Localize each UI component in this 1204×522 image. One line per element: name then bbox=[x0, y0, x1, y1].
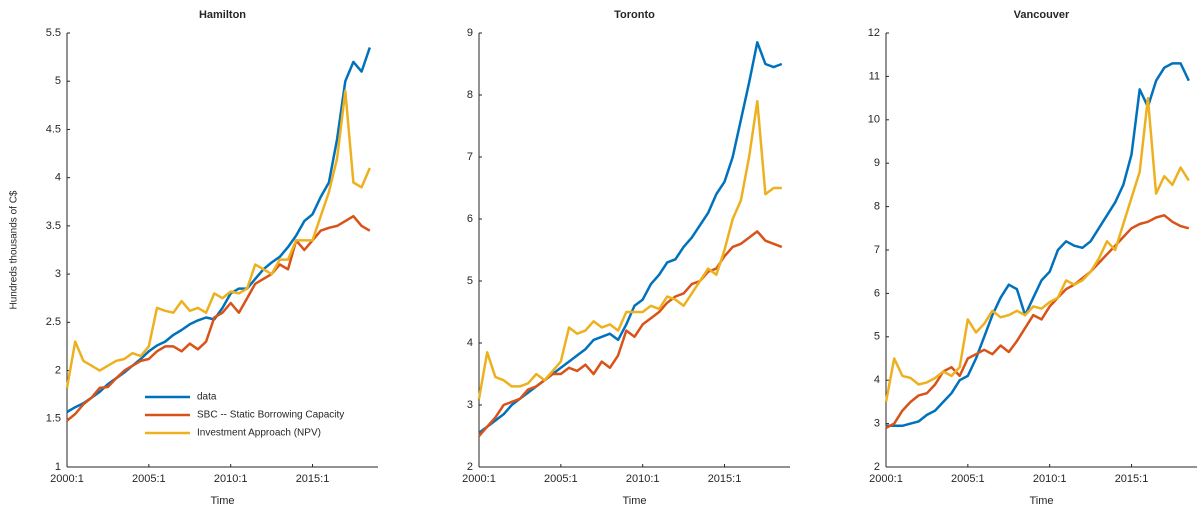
y-tick-label: 3.5 bbox=[46, 220, 61, 232]
y-tick-label: 6 bbox=[467, 213, 473, 225]
data-line bbox=[478, 230, 783, 437]
x-tick-label: 2015:1 bbox=[296, 473, 330, 485]
x-tick-label: 2000:1 bbox=[50, 473, 84, 485]
y-tick-label: 5 bbox=[467, 275, 473, 287]
data-line bbox=[885, 214, 1190, 430]
data-line bbox=[478, 41, 783, 434]
y-tick-label: 7 bbox=[467, 151, 473, 163]
chart-title: Hamilton bbox=[199, 9, 246, 21]
y-tick-label: 2.5 bbox=[46, 316, 61, 328]
legend-label: Investment Approach (NPV) bbox=[197, 428, 321, 439]
data-line bbox=[886, 62, 1190, 428]
x-tick-label: 2000:1 bbox=[462, 473, 496, 485]
y-tick-label: 4 bbox=[467, 337, 473, 349]
data-line bbox=[477, 99, 782, 400]
x-axis-label: Time bbox=[622, 495, 646, 507]
chart-title: Vancouver bbox=[1014, 9, 1070, 21]
x-tick-label: 2015:1 bbox=[708, 473, 742, 485]
y-tick-label: 9 bbox=[467, 27, 473, 39]
chart-title: Toronto bbox=[614, 9, 655, 21]
x-tick-label: 2010:1 bbox=[626, 473, 660, 485]
y-tick-label: 8 bbox=[874, 201, 880, 213]
x-tick-label: 2010:1 bbox=[214, 473, 248, 485]
y-tick-label: 9 bbox=[874, 157, 880, 169]
x-tick-label: 2005:1 bbox=[132, 473, 166, 485]
y-tick-label: 7 bbox=[874, 244, 880, 256]
y-tick-label: 2 bbox=[874, 461, 880, 473]
y-tick-label: 11 bbox=[869, 70, 880, 82]
y-tick-label: 5.5 bbox=[46, 27, 61, 39]
legend-label: data bbox=[197, 392, 217, 403]
y-tick-label: 10 bbox=[868, 114, 880, 126]
x-tick-label: 2005:1 bbox=[544, 473, 578, 485]
y-tick-label: 2 bbox=[467, 461, 473, 473]
data-line bbox=[66, 214, 371, 422]
x-tick-label: 2010:1 bbox=[1033, 473, 1067, 485]
x-axis-label: Time bbox=[1029, 495, 1053, 507]
y-tick-label: 12 bbox=[868, 27, 880, 39]
y-tick-label: 8 bbox=[467, 89, 473, 101]
y-tick-label: 3 bbox=[55, 268, 61, 280]
x-axis-label: Time bbox=[210, 495, 234, 507]
data-line bbox=[884, 96, 1190, 403]
y-tick-label: 5 bbox=[874, 331, 880, 343]
y-tick-label: 3 bbox=[467, 399, 473, 411]
y-tick-label: 4 bbox=[874, 374, 880, 386]
x-tick-label: 2015:1 bbox=[1115, 473, 1149, 485]
y-tick-label: 1 bbox=[55, 461, 61, 473]
y-tick-label: 4.5 bbox=[46, 123, 61, 135]
legend-label: SBC -- Static Borrowing Capacity bbox=[197, 410, 344, 421]
y-tick-label: 5 bbox=[55, 75, 61, 87]
y-tick-label: 2 bbox=[55, 364, 61, 376]
y-tick-label: 3 bbox=[874, 418, 880, 430]
y-tick-label: 4 bbox=[55, 172, 61, 184]
y-tick-label: 6 bbox=[874, 287, 880, 299]
x-tick-label: 2000:1 bbox=[869, 473, 903, 485]
x-tick-label: 2005:1 bbox=[951, 473, 985, 485]
y-axis-label: Hundreds thousands of C$ bbox=[9, 190, 20, 309]
y-tick-label: 1.5 bbox=[46, 413, 61, 425]
data-line bbox=[65, 89, 371, 389]
